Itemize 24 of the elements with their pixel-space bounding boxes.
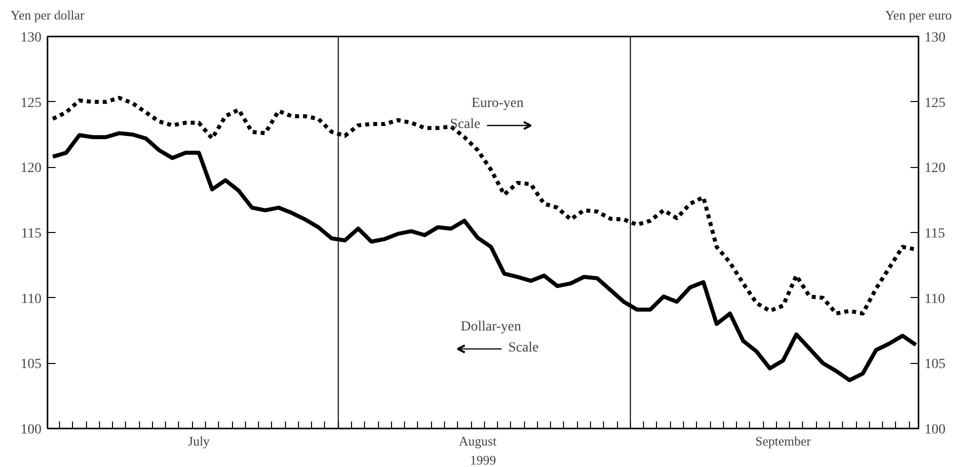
y-tick-label: 105: [20, 357, 42, 372]
y2-tick-label: 110: [924, 292, 945, 307]
y2-tick-label: 105: [924, 357, 946, 372]
y2-tick-label: 130: [924, 30, 946, 46]
y-tick-label: 120: [20, 161, 42, 176]
y-tick-label: 125: [20, 96, 42, 111]
annotation: Scale: [508, 340, 539, 356]
y2-tick-label: 115: [924, 226, 945, 242]
y-axis-title: Yen per dollar: [10, 8, 86, 22]
annotation: Scale: [450, 116, 480, 132]
y2-tick-label: 120: [924, 161, 946, 176]
y-tick-label: 100: [20, 422, 42, 438]
series-label: Euro-yen: [472, 96, 524, 111]
y2-tick-label: 100: [924, 422, 946, 438]
y2-axis-title: Yen per euro: [885, 8, 952, 22]
y2-tick-label: 125: [924, 96, 946, 111]
y-tick-label: 110: [21, 292, 42, 307]
y-tick-label: 115: [21, 226, 42, 242]
text: Dollar-yen: [460, 319, 522, 334]
y-tick-label: 130: [20, 30, 42, 46]
x-tick-label: September: [755, 434, 812, 448]
x-tick-label: July: [188, 434, 210, 448]
x-axis-title: 1999: [470, 452, 496, 467]
x-tick-label: August: [458, 434, 497, 448]
